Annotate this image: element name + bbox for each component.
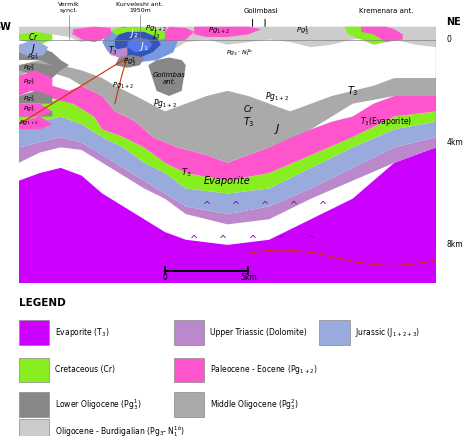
Text: 0: 0 [163,272,167,282]
Polygon shape [115,55,144,68]
Text: Kurveleshi ant.
1950m: Kurveleshi ant. 1950m [116,2,164,13]
Text: $Pg_{1+2}$: $Pg_{1+2}$ [265,89,290,102]
FancyBboxPatch shape [173,358,204,382]
Text: ^: ^ [161,235,169,245]
FancyBboxPatch shape [19,320,49,344]
Polygon shape [107,47,128,58]
Text: ^: ^ [307,235,315,245]
Text: $Pg_{1+2}$: $Pg_{1+2}$ [146,24,168,34]
Text: $Pg_{1+2}$: $Pg_{1+2}$ [208,25,230,36]
Text: $Pg_{1+2}$: $Pg_{1+2}$ [72,29,91,38]
Text: ^: ^ [248,235,256,245]
Text: $Pg^1_3$: $Pg^1_3$ [23,103,36,114]
FancyBboxPatch shape [173,320,204,344]
Text: ^: ^ [290,201,298,211]
Polygon shape [19,104,52,116]
Text: ^: ^ [278,235,286,245]
Text: $J_1$: $J_1$ [139,40,149,53]
Text: $J$: $J$ [30,42,36,56]
Text: 5km: 5km [240,272,257,282]
Text: Cretaceous (Cr): Cretaceous (Cr) [55,365,115,375]
Text: Paleocene - Eocene (Pg$_{1+2}$): Paleocene - Eocene (Pg$_{1+2}$) [210,363,317,376]
Text: ^: ^ [190,235,198,245]
Text: $Pg_{1+2}$: $Pg_{1+2}$ [112,81,135,91]
Text: Jurassic (J$_{1+2+3}$): Jurassic (J$_{1+2+3}$) [356,326,420,339]
Text: 4km: 4km [447,138,463,146]
Polygon shape [73,27,111,42]
Text: $Pg_{1+2}$: $Pg_{1+2}$ [19,119,39,127]
Text: $J_2$: $J_2$ [129,27,138,41]
Polygon shape [19,70,52,91]
Text: $T_3$: $T_3$ [243,115,254,129]
Text: $Pg^1_3$: $Pg^1_3$ [123,55,137,69]
Text: ^: ^ [202,201,211,211]
Text: $T_3$(Evaporite): $T_3$(Evaporite) [360,115,412,128]
Text: ^: ^ [319,201,328,211]
Text: $Pg_3\cdot N^{1b}_1$: $Pg_3\cdot N^{1b}_1$ [226,47,254,58]
FancyBboxPatch shape [319,320,350,344]
Text: $T_3$: $T_3$ [347,84,358,98]
Polygon shape [19,78,436,181]
Text: Evaporite: Evaporite [204,176,251,186]
Polygon shape [19,40,48,58]
Text: Oligocene - Burdigalian (Pg$_3$- N$^{1b}_1$): Oligocene - Burdigalian (Pg$_3$- N$^{1b}… [55,424,185,436]
FancyBboxPatch shape [173,392,204,416]
Text: $Pg^2_3$: $Pg^2_3$ [23,62,36,73]
FancyBboxPatch shape [19,419,49,436]
Text: Middle Oligocene (Pg$^2_3$): Middle Oligocene (Pg$^2_3$) [210,397,299,412]
Polygon shape [19,104,52,116]
Text: LEGEND: LEGEND [19,298,65,308]
Text: $T_3$: $T_3$ [181,167,191,179]
Text: $J_3$: $J_3$ [152,28,161,41]
Polygon shape [19,116,436,214]
Polygon shape [19,137,436,225]
Polygon shape [19,27,436,60]
Text: Lower Oligocene (Pg$^1_3$): Lower Oligocene (Pg$^1_3$) [55,397,141,412]
Text: $Pg^1_3$: $Pg^1_3$ [23,76,36,87]
Polygon shape [19,32,52,44]
Polygon shape [19,91,52,104]
Text: Evaporite (T$_3$): Evaporite (T$_3$) [55,326,109,339]
Text: $Pg^2_3$: $Pg^2_3$ [23,93,36,104]
Text: $J$: $J$ [274,123,281,136]
Text: $Cr$: $Cr$ [243,103,254,114]
Polygon shape [111,27,169,40]
Polygon shape [194,27,261,37]
Text: 0: 0 [447,35,451,44]
Text: ^: ^ [261,201,269,211]
FancyBboxPatch shape [19,358,49,382]
Polygon shape [128,37,153,52]
Polygon shape [19,116,52,129]
Text: SW: SW [0,22,11,32]
Polygon shape [19,147,436,283]
Polygon shape [165,27,194,42]
Polygon shape [344,27,386,44]
Text: Fterra ant.
Vermik
syncl.: Fterra ant. Vermik syncl. [52,0,86,13]
Polygon shape [19,63,61,78]
FancyBboxPatch shape [19,392,49,416]
Text: ^: ^ [219,235,228,245]
Text: $Pg^1_3$: $Pg^1_3$ [27,51,40,61]
Text: Golimbasi: Golimbasi [244,8,278,14]
Text: Upper Triassic (Dolomite): Upper Triassic (Dolomite) [210,328,307,337]
Polygon shape [19,47,69,70]
Polygon shape [115,32,161,58]
Text: $Pg^1_3$: $Pg^1_3$ [296,25,310,38]
Text: $T_3$: $T_3$ [108,45,118,57]
Text: $Pg_{1+2}$: $Pg_{1+2}$ [153,97,177,110]
Polygon shape [19,99,436,194]
Polygon shape [148,58,186,96]
Text: $Cr$: $Cr$ [28,31,39,42]
Text: 8km: 8km [447,240,463,249]
Text: Golimbas
ant.: Golimbas ant. [153,72,185,85]
Text: Kremenara ant.: Kremenara ant. [359,8,413,14]
Polygon shape [19,60,436,163]
Polygon shape [361,27,403,42]
Text: NE: NE [447,17,461,27]
Text: ^: ^ [232,201,240,211]
Polygon shape [19,14,436,283]
Polygon shape [102,27,177,63]
